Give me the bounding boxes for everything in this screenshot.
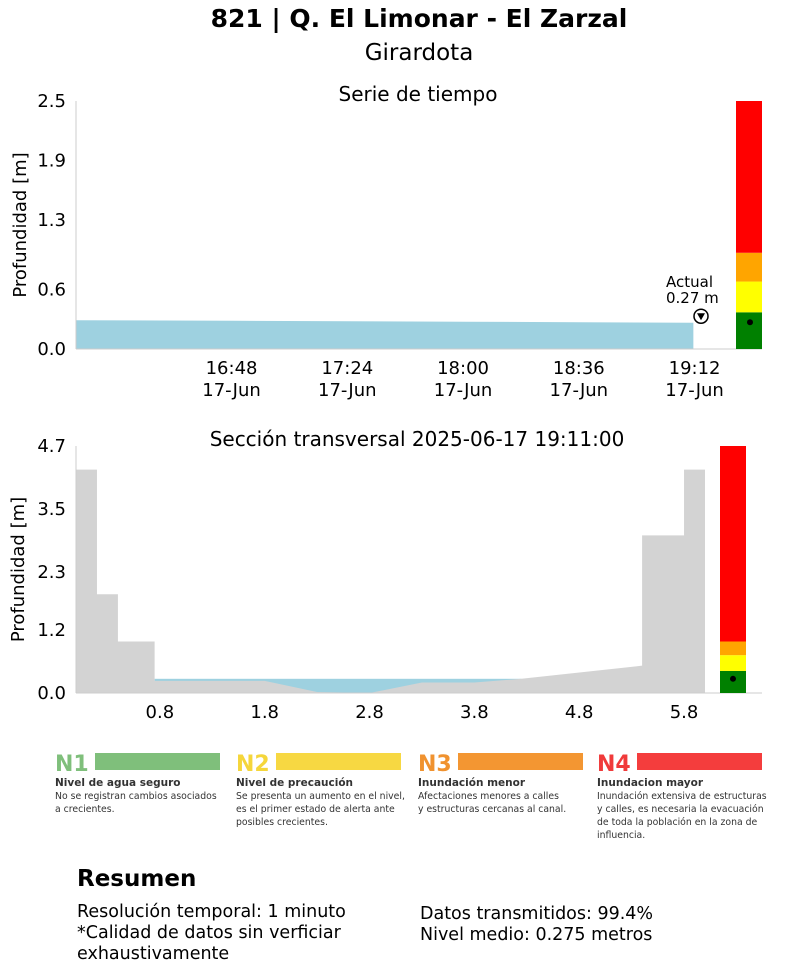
ground-profile: [76, 469, 705, 693]
summary-quality-note-cont: exhaustivamente: [77, 944, 230, 964]
y-tick-label: 4.7: [37, 436, 66, 457]
y-tick-label: 1.2: [37, 620, 66, 641]
level-description: No se registran cambios asociados: [55, 791, 217, 802]
y-tick-label: 0.6: [37, 279, 66, 300]
current-level-triangle: [697, 313, 705, 321]
x-tick-label: 4.8: [565, 702, 594, 723]
level-bar-segment: [720, 670, 746, 693]
level-name: Nivel de agua seguro: [55, 777, 180, 789]
chart-subtitle: Girardota: [364, 40, 474, 66]
summary-data-transmitted: Datos transmitidos: 99.4%: [420, 904, 654, 924]
level-description: a crecientes.: [55, 804, 115, 815]
level-color-bar: [458, 753, 583, 770]
level-description: y estructuras cercanas al canal.: [418, 804, 566, 815]
x-tick-label: 0.8: [146, 702, 175, 723]
plot-title: Sección transversal 2025-06-17 19:11:00: [210, 427, 625, 451]
x-tick-label-date: 17-Jun: [665, 380, 724, 401]
y-axis-label: Profundidad [m]: [10, 152, 31, 297]
level-code-n1: N1: [55, 752, 89, 777]
level-description: Inundación extensiva de estructuras: [597, 791, 767, 802]
level-description: Se presenta un aumento en el nivel,: [236, 791, 405, 802]
level-bar-segment: [736, 252, 762, 282]
x-tick-label: 1.8: [250, 702, 279, 723]
level-description: y calles, es necesaria la evacuación: [597, 804, 764, 815]
time-series-chart: Serie de tiempo 0.0 0.6 1.3 1.9 2.5 Profundida…: [10, 82, 762, 401]
level-code-n4: N4: [597, 752, 631, 777]
level-color-bar: [637, 753, 762, 770]
summary-right: Datos transmitidos: 99.4% Nivel medio: 0…: [420, 904, 653, 946]
level-description: es el primer estado de alerta ante: [236, 804, 395, 815]
level-bar-segment: [736, 312, 762, 349]
level-description: Afectaciones menores a calles: [418, 791, 559, 802]
cross-section-chart: Sección transversal 2025-06-17 19:11:00 0…: [8, 427, 762, 723]
depth-area: [76, 320, 694, 349]
level-bar-segment: [736, 101, 762, 253]
summary-quality-note: *Calidad de datos sin verficiar: [77, 923, 341, 943]
summary-left: Resolución temporal: 1 minuto *Calidad d…: [77, 902, 346, 965]
level-code-n3: N3: [418, 752, 452, 777]
y-tick-label: 0.0: [37, 683, 66, 704]
y-tick-label: 3.5: [37, 499, 66, 520]
summary-mean-level: Nivel medio: 0.275 metros: [420, 925, 653, 945]
level-bar-segment: [736, 281, 762, 313]
y-tick-label: 0.0: [37, 339, 66, 360]
x-tick-label-date: 17-Jun: [550, 380, 609, 401]
level-code-n2: N2: [236, 752, 270, 777]
x-tick-label: 2.8: [355, 702, 384, 723]
x-tick-label-date: 17-Jun: [202, 380, 261, 401]
level-marker-dot: [747, 319, 753, 326]
y-tick-label: 1.9: [37, 151, 66, 172]
x-tick-label-date: 17-Jun: [318, 380, 377, 401]
level-bar-segment: [720, 641, 746, 656]
y-tick-label: 2.5: [37, 91, 66, 112]
level-description: posibles crecientes.: [236, 817, 328, 828]
x-tick-label: 3.8: [460, 702, 489, 723]
x-tick-label: 19:12: [669, 358, 721, 379]
level-color-bar: [276, 753, 401, 770]
y-tick-label: 1.3: [37, 210, 66, 231]
level-bar-segment: [720, 446, 746, 642]
x-tick-label-date: 17-Jun: [434, 380, 493, 401]
level-marker-dot: [730, 675, 736, 682]
level-description: influencia.: [597, 830, 645, 841]
y-axis-label: Profundidad [m]: [8, 497, 29, 642]
annotation-label: Actual: [666, 273, 713, 291]
y-tick-label: 2.3: [37, 562, 66, 583]
x-tick-label: 17:24: [321, 358, 373, 379]
x-tick-label: 18:00: [437, 358, 489, 379]
level-description: de toda la población en la zona de: [597, 817, 758, 828]
x-tick-label: 16:48: [206, 358, 258, 379]
level-name: Nivel de precaución: [236, 777, 353, 789]
annotation-value: 0.27 m: [666, 289, 719, 307]
level-name: Inundación menor: [418, 777, 526, 789]
chart-title: 821 | Q. El Limonar - El Zarzal: [210, 4, 628, 33]
summary-heading: Resumen: [77, 866, 197, 892]
x-tick-label: 5.8: [670, 702, 699, 723]
summary-resolution: Resolución temporal: 1 minuto: [77, 902, 346, 922]
level-name: Inundacion mayor: [597, 777, 704, 789]
level-color-bar: [95, 753, 220, 770]
plot-title: Serie de tiempo: [339, 82, 498, 106]
level-bar-segment: [720, 655, 746, 671]
x-tick-label: 18:36: [553, 358, 605, 379]
